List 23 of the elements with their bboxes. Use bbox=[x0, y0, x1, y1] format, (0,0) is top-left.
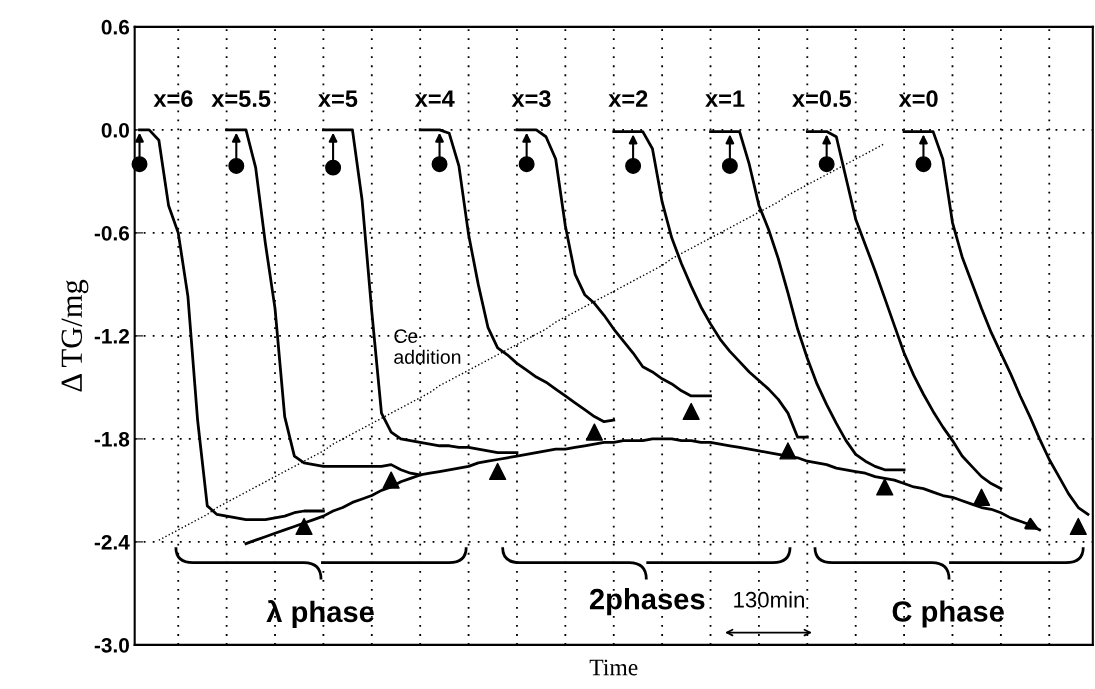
y-tick-label: -3.0 bbox=[94, 637, 129, 653]
y-tick-label: 0.6 bbox=[101, 19, 130, 35]
y-tick-label: -0.6 bbox=[94, 225, 130, 241]
y-tick-label: 0.0 bbox=[101, 122, 129, 138]
series-label: x=6 bbox=[153, 90, 193, 108]
series-label: x=5.5 bbox=[211, 90, 271, 108]
series-label: x=2 bbox=[608, 90, 648, 107]
series-label: x=0 bbox=[898, 90, 938, 108]
series-label: x=1 bbox=[705, 90, 745, 107]
x-axis-title: Time bbox=[589, 659, 638, 676]
y-tick-label: -2.4 bbox=[94, 534, 130, 550]
y-axis-title: Δ TG/mg bbox=[61, 279, 89, 392]
series-label: x=5 bbox=[318, 90, 358, 108]
annotation: λ phase bbox=[266, 600, 374, 628]
y-tick-label: -1.2 bbox=[94, 328, 129, 344]
series-label: x=4 bbox=[414, 90, 455, 107]
annotation: Ce addition bbox=[394, 329, 461, 364]
y-tick-label: -1.8 bbox=[94, 431, 130, 447]
series-label: x=0.5 bbox=[792, 90, 852, 108]
annotation: 130min bbox=[734, 591, 804, 608]
annotation: C phase bbox=[892, 600, 1004, 628]
series-label: x=3 bbox=[511, 90, 551, 108]
annotation: 2phases bbox=[589, 588, 705, 616]
